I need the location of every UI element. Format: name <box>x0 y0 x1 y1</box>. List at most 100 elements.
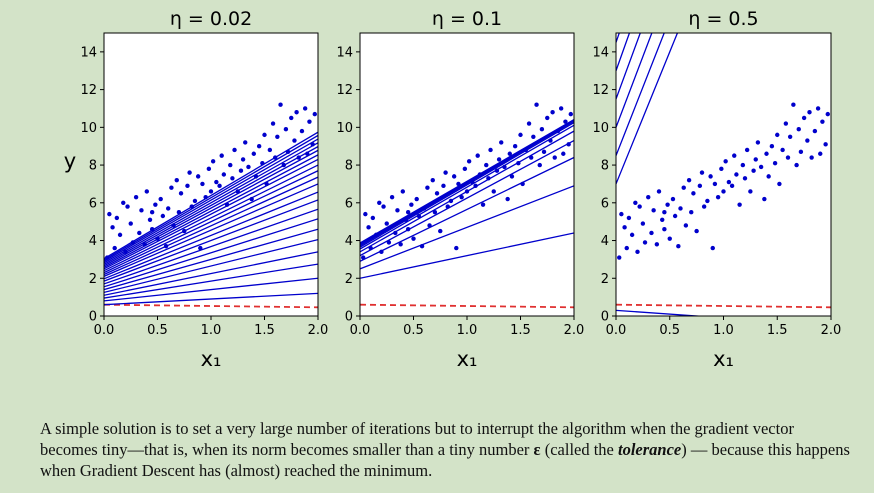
data-point <box>251 151 256 156</box>
data-point <box>764 151 769 156</box>
data-point <box>566 142 571 147</box>
data-point <box>121 200 126 205</box>
data-point <box>715 194 721 200</box>
prediction-line <box>360 156 574 262</box>
data-point <box>174 177 179 183</box>
data-point <box>434 191 440 196</box>
plot-content <box>360 102 574 309</box>
initial-guess-line <box>616 303 831 309</box>
data-point <box>198 245 203 251</box>
prediction-line <box>104 154 318 268</box>
prediction-line <box>104 208 318 285</box>
caption-part2: (called the <box>540 440 619 459</box>
x-axis-label: x₁ <box>457 347 478 371</box>
plot-area <box>616 33 831 316</box>
data-point <box>137 230 142 236</box>
data-point <box>110 225 115 230</box>
data-point <box>812 128 818 134</box>
data-point <box>200 181 205 187</box>
prediction-line <box>360 124 574 250</box>
x-tick-label: 2.0 <box>821 323 842 338</box>
x-tick-label: 0.5 <box>403 323 424 338</box>
data-point <box>729 183 735 189</box>
data-point <box>561 151 566 156</box>
data-point <box>678 206 683 211</box>
prediction-line <box>104 138 318 262</box>
data-point <box>273 155 278 160</box>
data-point <box>405 210 411 215</box>
data-point <box>509 174 515 179</box>
data-point <box>791 102 796 107</box>
data-point <box>370 215 376 221</box>
prediction-line <box>104 228 318 291</box>
prediction-line <box>104 191 318 280</box>
data-point <box>721 189 726 194</box>
data-point <box>507 151 512 156</box>
y-tick-label: 14 <box>592 45 609 60</box>
prediction-line <box>104 134 318 261</box>
panel-title: η = 0.02 <box>170 8 252 30</box>
prediction-line <box>360 139 574 257</box>
data-point <box>660 217 665 222</box>
data-point <box>708 174 713 179</box>
data-point <box>275 134 280 139</box>
data-point <box>667 236 672 241</box>
data-point <box>670 196 676 202</box>
data-point <box>398 242 403 247</box>
data-point <box>766 174 771 179</box>
data-point <box>619 211 624 217</box>
data-point <box>534 102 539 107</box>
panel-title: η = 0.1 <box>432 8 502 30</box>
data-point <box>411 236 416 241</box>
data-point <box>210 159 216 164</box>
data-point <box>114 215 120 221</box>
y-tick-label: 8 <box>601 159 609 174</box>
data-point <box>748 189 753 194</box>
data-point <box>531 134 536 139</box>
data-point <box>505 196 510 202</box>
data-point <box>701 204 707 209</box>
data-point <box>178 191 184 196</box>
data-point <box>454 245 459 251</box>
data-point <box>737 202 742 207</box>
data-point <box>363 211 368 217</box>
data-point <box>256 144 262 149</box>
data-point <box>622 225 627 230</box>
data-point <box>672 213 678 219</box>
data-point <box>539 127 545 132</box>
data-point <box>361 255 366 260</box>
data-point <box>751 168 756 173</box>
x-tick-label: 0.0 <box>350 323 371 338</box>
y-tick-label: 2 <box>89 272 97 287</box>
data-point <box>384 221 389 226</box>
data-point <box>502 164 507 170</box>
plot-area <box>104 33 318 316</box>
data-point <box>475 153 480 158</box>
data-point <box>305 151 310 156</box>
data-point <box>153 202 158 207</box>
data-point <box>732 153 737 158</box>
data-point <box>642 240 648 245</box>
data-point <box>484 162 489 168</box>
data-point <box>386 240 392 245</box>
data-point <box>419 243 425 249</box>
data-point <box>403 217 409 222</box>
data-point <box>744 147 750 153</box>
data-point <box>794 162 799 168</box>
data-point <box>719 166 724 172</box>
data-point <box>552 155 557 160</box>
data-point <box>400 189 405 194</box>
x-tick-label: 1.5 <box>767 323 788 338</box>
data-point <box>262 132 267 138</box>
x-tick-label: 0.5 <box>659 323 680 338</box>
data-point <box>368 245 373 251</box>
data-point <box>414 196 419 202</box>
initial-guess-line <box>104 303 318 309</box>
data-point <box>221 172 227 177</box>
x-tick-label: 1.0 <box>457 323 478 338</box>
data-point <box>541 149 547 155</box>
data-point <box>228 162 233 168</box>
data-point <box>712 181 718 187</box>
data-point <box>694 228 699 234</box>
data-point <box>144 189 149 194</box>
